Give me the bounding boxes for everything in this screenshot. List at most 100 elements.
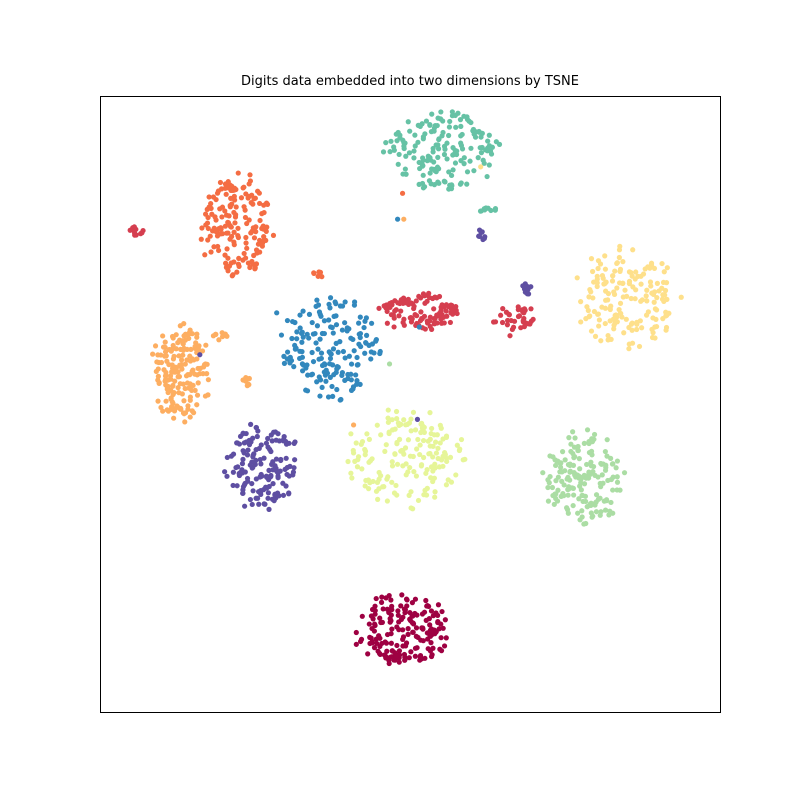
scatter-point-digit-5-979 [392, 452, 397, 457]
scatter-point-digit-1-234 [418, 309, 423, 314]
scatter-point-digit-9-1507 [248, 497, 253, 502]
scatter-point-digit-2-420 [261, 203, 266, 208]
scatter-point-digit-3-627 [179, 364, 184, 369]
scatter-point-digit-8-1373 [331, 346, 336, 351]
scatter-point-digit-8-1395 [334, 387, 339, 392]
scatter-point-digit-6-1113 [610, 487, 615, 492]
scatter-point-digit-0-103 [410, 600, 415, 605]
scatter-point-digit-3-586 [188, 414, 193, 419]
scatter-point-digit-9-1613 [224, 474, 229, 479]
scatter-point-digit-4-708 [627, 279, 632, 284]
scatter-point-digit-8-1448 [319, 351, 324, 356]
scatter-point-digit-5-834 [359, 466, 364, 471]
scatter-point-digit-8-1366 [364, 333, 369, 338]
scatter-point-digit-3-530 [174, 346, 179, 351]
scatter-point-digit-3-623 [185, 403, 190, 408]
scatter-point-digit-7-1220 [412, 133, 417, 138]
scatter-point-digit-2-436 [208, 234, 213, 239]
scatter-point-digit-3-490 [171, 354, 176, 359]
scatter-point-digit-5-908 [453, 472, 458, 477]
scatter-point-digit-4-709 [608, 303, 613, 308]
scatter-point-digit-9-1583 [231, 452, 236, 457]
scatter-point-digit-7-1309 [497, 142, 502, 147]
scatter-point-digit-5-865 [348, 431, 353, 436]
scatter-point-digit-5-846 [411, 469, 416, 474]
scatter-point-digit-0-131 [410, 630, 415, 635]
scatter-point-digit-7-1252 [417, 182, 422, 187]
scatter-point-digit-6-1091 [615, 474, 620, 479]
scatter-point-digit-4-785 [615, 319, 620, 324]
scatter-point-digit-3-521 [156, 366, 161, 371]
scatter-point-digit-5-888 [411, 454, 416, 459]
scatter-point-digit-4-730 [575, 275, 580, 280]
scatter-point-digit-1-260 [423, 326, 428, 331]
scatter-point-digit-8-1443 [311, 359, 316, 364]
scatter-point-digit-8-1362 [299, 340, 304, 345]
scatter-point-digit-6-1108 [608, 500, 613, 505]
scatter-point-digit-8-1357 [342, 320, 347, 325]
scatter-point-digit-1-233 [396, 313, 401, 318]
scatter-point-digit-6-1056 [575, 511, 580, 516]
scatter-point-digit-2-426 [229, 234, 234, 239]
scatter-point-digit-0-77 [387, 661, 392, 666]
scatter-point-digit-2-380 [243, 255, 248, 260]
scatter-point-digit-8-1402 [282, 361, 287, 366]
scatter-point-digit-2-445 [244, 221, 249, 226]
scatter-point-digit-7-1271 [407, 150, 412, 155]
scatter-point-digit-9-1632 [234, 440, 239, 445]
scatter-point-digit-1-262 [448, 310, 453, 315]
scatter-point-digit-0-28 [438, 635, 443, 640]
scatter-point-digit-4-805 [590, 295, 595, 300]
scatter-point-digit-7-1170 [465, 169, 470, 174]
scatter-point-digit-9-1531 [280, 481, 285, 486]
scatter-point-digit-6-1086 [604, 454, 609, 459]
scatter-point-digit-2-396 [271, 233, 276, 238]
scatter-point-digit-9-1736 [525, 291, 530, 296]
scatter-point-digit-6-1127 [589, 501, 594, 506]
scatter-point-digit-7-1181 [381, 149, 386, 154]
scatter-point-digit-8-1467 [317, 309, 322, 314]
scatter-point-digit-7-1231 [468, 146, 473, 151]
scatter-point-digit-8-1388 [300, 368, 305, 373]
scatter-point-digit-0-14 [413, 654, 418, 659]
scatter-point-digit-3-1740 [351, 422, 356, 427]
scatter-point-digit-8-1407 [368, 356, 373, 361]
scatter-point-digit-1-1686 [498, 313, 503, 318]
scatter-point-digit-8-1457 [331, 314, 336, 319]
scatter-point-digit-4-778 [666, 311, 671, 316]
scatter-point-digit-9-1541 [287, 473, 292, 478]
scatter-point-digit-4-725 [602, 253, 607, 258]
scatter-point-digit-0-158 [388, 616, 393, 621]
scatter-point-digit-6-1126 [603, 468, 608, 473]
scatter-point-digit-2-454 [230, 272, 235, 277]
scatter-point-digit-5-862 [459, 437, 464, 442]
scatter-point-digit-7-1191 [391, 144, 396, 149]
scatter-point-digit-0-152 [424, 618, 429, 623]
scatter-point-digit-4-700 [612, 268, 617, 273]
scatter-point-digit-2-423 [241, 185, 246, 190]
scatter-point-digit-5-900 [408, 416, 413, 421]
scatter-point-digit-0-144 [389, 626, 394, 631]
scatter-point-digit-0-93 [430, 652, 435, 657]
scatter-point-digit-2-421 [232, 186, 237, 191]
scatter-point-digit-5-922 [432, 495, 437, 500]
scatter-point-digit-0-155 [410, 620, 415, 625]
scatter-point-digit-0-31 [408, 649, 413, 654]
scatter-point-digit-6-1071 [605, 437, 610, 442]
scatter-point-digit-7-1303 [442, 144, 447, 149]
scatter-point-digit-5-892 [406, 437, 411, 442]
scatter-point-digit-6-1058 [557, 469, 562, 474]
scatter-point-digit-6-1129 [568, 469, 573, 474]
scatter-point-digit-0-108 [414, 634, 419, 639]
scatter-point-digit-2-429 [218, 231, 223, 236]
scatter-point-digit-5-970 [419, 463, 424, 468]
scatter-point-digit-6-1142 [591, 464, 596, 469]
scatter-point-digit-5-896 [425, 467, 430, 472]
scatter-point-digit-8-1331 [314, 298, 319, 303]
scatter-point-digit-8-1472 [338, 303, 343, 308]
scatter-point-digit-4-789 [662, 269, 667, 274]
scatter-point-digit-5-927 [363, 452, 368, 457]
scatter-point-digit-1-1674 [507, 333, 512, 338]
scatter-point-digit-4-677 [644, 293, 649, 298]
scatter-point-digit-9-1522 [262, 501, 267, 506]
